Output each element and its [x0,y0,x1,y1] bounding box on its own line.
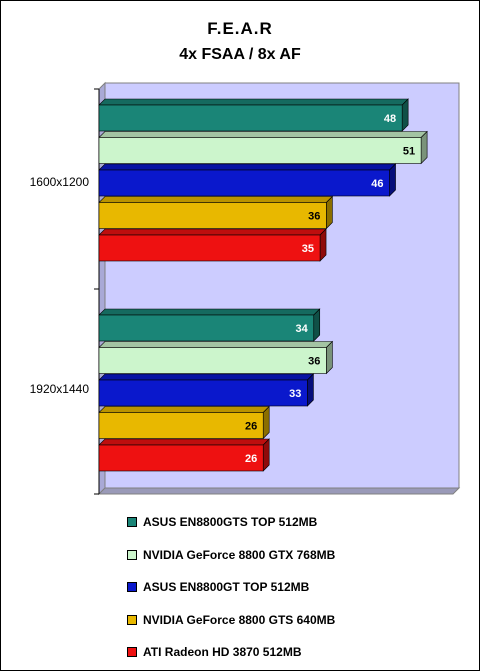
bar-side-face [307,373,314,407]
bar-side-face [326,195,333,230]
category-label: 1920x1440 [30,382,90,396]
legend-swatch [127,647,137,657]
bar-side-face [401,98,409,132]
bar-top-face [98,131,428,138]
category-label: 1600x1200 [30,175,90,189]
legend-label: ASUS EN8800GT TOP 512MB [143,580,310,594]
bar [98,202,327,229]
bar [98,104,403,132]
legend-swatch [127,582,137,592]
bar [98,169,390,197]
bar-value-label: 26 [245,453,257,465]
bar-top-face [98,406,270,413]
plot-floor [97,487,461,495]
bar-value-label: 35 [302,243,314,255]
bar [98,234,321,262]
bar-value-label: 36 [308,211,320,223]
bar-top-face [98,341,334,348]
bar-value-label: 34 [295,323,308,335]
legend-label: ASUS EN8800GTS TOP 512MB [143,515,318,529]
legend-label: ATI Radeon HD 3870 512MB [143,645,302,659]
bar-top-face [98,228,327,236]
bar-value-label: 48 [384,113,396,125]
legend-item: NVIDIA GeForce 8800 GTX 768MB [127,548,335,562]
bar-side-face [326,340,333,375]
chart-subtitle: 4x FSAA / 8x AF [179,46,301,63]
legend-label: NVIDIA GeForce 8800 GTS 640MB [143,612,336,627]
bar-value-label: 46 [371,178,383,190]
legend-swatch [127,517,137,527]
legend-item: ASUS EN8800GT TOP 512MB [127,580,309,594]
legend-item: ATI Radeon HD 3870 512MB [127,645,302,659]
bar [98,379,308,407]
bar [98,444,264,472]
bar [98,412,264,439]
bar-value-label: 36 [308,356,320,368]
bar-side-face [262,405,270,440]
bar-side-face [389,163,396,197]
bar-side-face [313,308,321,342]
legend-label: NVIDIA GeForce 8800 GTX 768MB [143,547,336,562]
bar-side-face [319,228,327,262]
bar [98,137,422,164]
legend-swatch [127,549,137,560]
bar-top-face [98,98,409,106]
chart-title: F.E.A.R [207,19,273,38]
bar-value-label: 33 [289,388,301,400]
bar-top-face [98,373,315,381]
bar-side-face [262,438,270,472]
bar-value-label: 51 [403,146,415,158]
bar-top-face [98,196,334,203]
legend-swatch [127,614,137,625]
bar-top-face [98,163,397,171]
bar-side-face [420,130,428,165]
bar [98,347,327,374]
bar-value-label: 26 [245,421,257,433]
bar-top-face [98,438,270,446]
bar-top-face [98,308,321,316]
legend-item: NVIDIA GeForce 8800 GTS 640MB [127,613,335,627]
legend-item: ASUS EN8800GTS TOP 512MB [127,515,317,529]
bar [98,314,315,342]
